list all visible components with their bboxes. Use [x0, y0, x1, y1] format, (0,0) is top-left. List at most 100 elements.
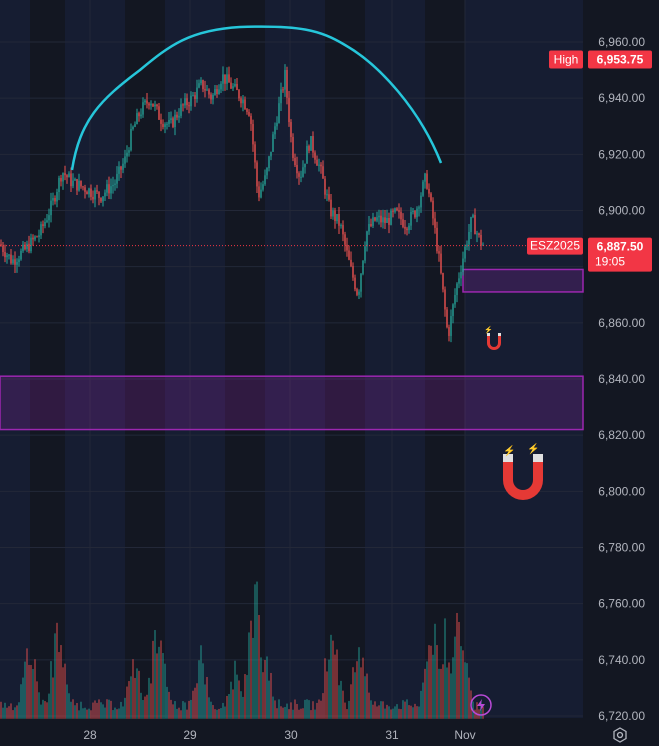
volume-bar: [478, 709, 480, 719]
volume-bar: [8, 706, 10, 719]
candle-body: [158, 106, 160, 120]
candle-body: [188, 105, 190, 107]
candle-body: [238, 90, 240, 99]
candle-body: [142, 102, 144, 115]
candle-body: [30, 237, 32, 252]
high-value: 6,953.75: [597, 53, 644, 67]
volume-bar: [426, 661, 428, 719]
candle-body: [362, 260, 364, 274]
volume-bar: [290, 702, 292, 719]
candle-body: [26, 243, 28, 250]
candle-body: [60, 177, 62, 182]
volume-bar: [256, 581, 258, 719]
volume-bar: [226, 695, 228, 719]
volume-bar: [232, 689, 234, 719]
y-tick-label: 6,800.00: [598, 484, 645, 498]
candle-body: [214, 89, 216, 95]
candle-body: [122, 163, 124, 170]
volume-bar: [300, 708, 302, 719]
candle-body: [212, 94, 214, 100]
volume-bar: [68, 693, 70, 719]
x-tick-label: 29: [183, 728, 197, 742]
bar-countdown: 19:05: [595, 255, 625, 269]
y-tick-label: 6,860.00: [598, 316, 645, 330]
volume-bar: [196, 683, 198, 719]
candle-body: [304, 163, 306, 168]
x-tick-label: Nov: [454, 728, 475, 742]
volume-bar: [436, 645, 438, 719]
volume-bar: [374, 701, 376, 719]
candle-body: [124, 156, 126, 164]
candle-body: [76, 179, 78, 191]
volume-bar: [130, 676, 132, 719]
lightning-button[interactable]: [470, 694, 492, 716]
zone-rect: [0, 375, 584, 431]
candle-body: [112, 184, 114, 187]
volume-bar: [112, 710, 114, 719]
volume-bar: [228, 694, 230, 719]
candle-body: [134, 124, 136, 127]
candle-body: [222, 74, 224, 84]
candle-body: [138, 113, 140, 117]
candle-body: [258, 186, 260, 198]
candle-body: [376, 217, 378, 221]
volume-bar: [240, 691, 242, 719]
candle-body: [250, 115, 252, 124]
volume-bar: [370, 700, 372, 719]
volume-bar: [132, 659, 134, 719]
volume-bar: [126, 686, 128, 719]
volume-bar: [268, 680, 270, 719]
candle-body: [252, 123, 254, 145]
candle-body: [70, 173, 72, 187]
volume-bar: [468, 677, 470, 719]
settings-button[interactable]: [613, 727, 627, 743]
candle-body: [332, 210, 334, 217]
candle-body: [454, 295, 456, 305]
volume-bar: [100, 702, 102, 719]
candle-body: [228, 74, 230, 83]
candle-body: [300, 176, 302, 178]
candle-body: [392, 210, 394, 212]
candle-body: [450, 316, 452, 336]
volume-bar: [168, 691, 170, 719]
candle-body: [240, 98, 242, 104]
volume-bar: [394, 706, 396, 719]
candle-body: [172, 118, 174, 128]
candle-body: [444, 289, 446, 310]
volume-bar: [442, 664, 444, 719]
volume-bar: [60, 645, 62, 719]
session-band: [165, 0, 225, 718]
volume-bar: [76, 702, 78, 719]
volume-bar: [354, 672, 356, 719]
y-tick-label: 6,900.00: [598, 204, 645, 218]
volume-bar: [4, 702, 6, 719]
volume-bar: [292, 709, 294, 719]
volume-bar: [118, 708, 120, 719]
volume-bar: [108, 699, 110, 719]
volume-bar: [272, 696, 274, 719]
volume-bar: [2, 707, 4, 719]
volume-bar: [264, 659, 266, 719]
candle-body: [74, 179, 76, 181]
candle-body: [126, 152, 128, 157]
volume-bar: [150, 683, 152, 719]
candle-body: [294, 157, 296, 165]
lightning-icon: [477, 699, 485, 711]
volume-bar: [316, 702, 318, 719]
gear-icon: [613, 727, 627, 743]
volume-bar: [438, 668, 440, 719]
volume-bar: [466, 663, 468, 719]
volume-bar: [162, 653, 164, 719]
candle-body: [34, 236, 36, 240]
candle-body: [344, 234, 346, 245]
session-band: [0, 0, 30, 718]
candle-body: [198, 83, 200, 88]
candle-body: [276, 122, 278, 127]
candle-body: [326, 194, 328, 196]
volume-bar: [332, 640, 334, 719]
candle-body: [190, 95, 192, 107]
magnet-icon: ⚡ ⚡: [503, 442, 543, 500]
candle-body: [204, 89, 206, 91]
y-axis-labels: 6,960.00 6,940.00 6,920.00 6,900.00 6,860.00…: [598, 35, 645, 723]
